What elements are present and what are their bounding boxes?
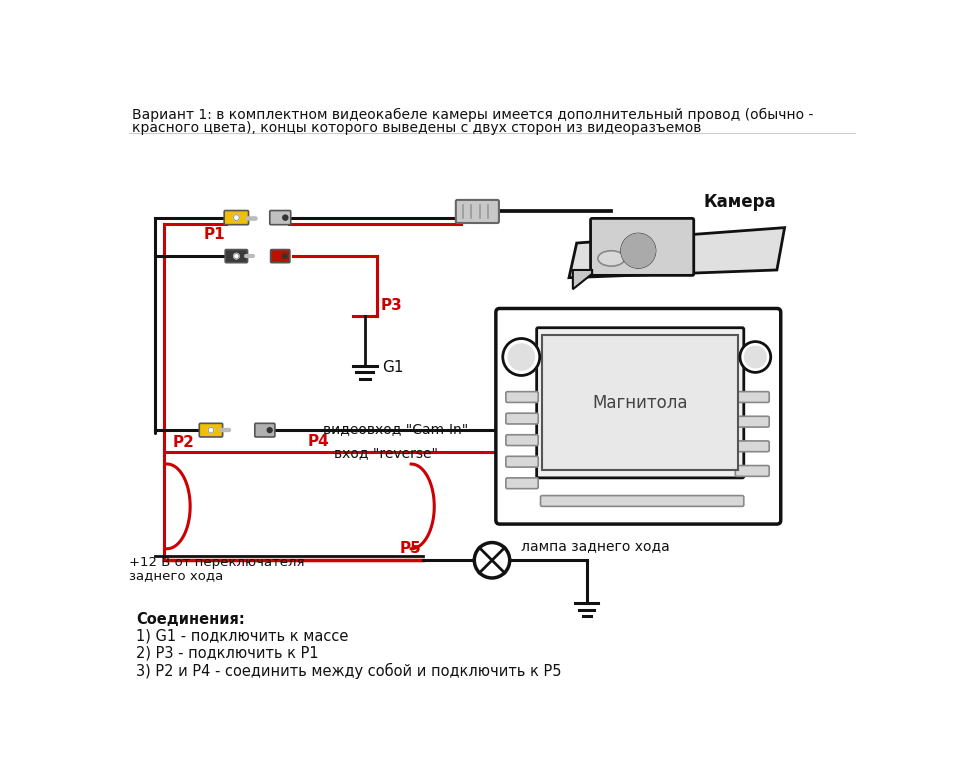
FancyBboxPatch shape (506, 435, 539, 446)
Text: видеовход "Cam-In": видеовход "Cam-In" (323, 423, 468, 437)
FancyBboxPatch shape (735, 465, 769, 476)
Polygon shape (573, 270, 592, 289)
Text: заднего хода: заднего хода (129, 570, 223, 583)
Circle shape (631, 243, 646, 259)
Circle shape (208, 427, 214, 433)
FancyBboxPatch shape (200, 423, 223, 437)
Circle shape (233, 253, 239, 259)
Circle shape (503, 338, 540, 375)
Text: вход "reverse": вход "reverse" (334, 447, 438, 461)
Circle shape (267, 428, 272, 433)
Circle shape (508, 343, 535, 371)
FancyBboxPatch shape (735, 441, 769, 452)
Text: Магнитола: Магнитола (592, 394, 688, 412)
FancyBboxPatch shape (537, 327, 744, 478)
Text: G1: G1 (382, 360, 403, 375)
Text: Соединения:: Соединения: (136, 612, 245, 627)
Text: P2: P2 (173, 435, 194, 450)
Circle shape (283, 215, 288, 220)
Text: +12 В от переключателя: +12 В от переключателя (129, 556, 304, 569)
FancyBboxPatch shape (271, 249, 290, 262)
Circle shape (474, 543, 510, 578)
Text: P1: P1 (204, 228, 225, 242)
FancyBboxPatch shape (226, 249, 248, 262)
Circle shape (233, 214, 239, 221)
FancyBboxPatch shape (456, 200, 499, 223)
FancyBboxPatch shape (506, 457, 539, 467)
Text: красного цвета), концы которого выведены с двух сторон из видеоразъемов: красного цвета), концы которого выведены… (132, 121, 701, 135)
FancyBboxPatch shape (254, 423, 275, 437)
FancyBboxPatch shape (735, 392, 769, 402)
Text: 2) Р3 - подключить к Р1: 2) Р3 - подключить к Р1 (136, 646, 319, 661)
Text: лампа заднего хода: лампа заднего хода (521, 539, 670, 553)
Text: P4: P4 (307, 434, 329, 450)
Text: Вариант 1: в комплектном видеокабеле камеры имеется дополнительный провод (обычн: Вариант 1: в комплектном видеокабеле кам… (132, 108, 813, 122)
Bar (542, 335, 738, 470)
FancyBboxPatch shape (506, 478, 539, 488)
FancyBboxPatch shape (225, 211, 249, 224)
Circle shape (282, 254, 287, 259)
Circle shape (740, 341, 771, 372)
FancyBboxPatch shape (735, 416, 769, 427)
FancyBboxPatch shape (506, 413, 539, 424)
Circle shape (621, 234, 656, 268)
Circle shape (626, 238, 651, 263)
Text: P5: P5 (399, 540, 421, 556)
Ellipse shape (598, 251, 625, 266)
FancyBboxPatch shape (590, 218, 694, 276)
Circle shape (745, 346, 766, 368)
FancyBboxPatch shape (496, 309, 780, 524)
FancyBboxPatch shape (270, 211, 291, 224)
FancyBboxPatch shape (540, 495, 744, 506)
Text: P3: P3 (380, 298, 402, 313)
Text: 3) Р2 и Р4 - соединить между собой и подключить к Р5: 3) Р2 и Р4 - соединить между собой и под… (136, 663, 562, 679)
Text: Камера: Камера (704, 193, 777, 211)
Polygon shape (569, 228, 784, 278)
FancyBboxPatch shape (506, 392, 539, 402)
Text: 1) G1 - подключить к массе: 1) G1 - подключить к массе (136, 628, 348, 644)
Circle shape (635, 247, 642, 255)
